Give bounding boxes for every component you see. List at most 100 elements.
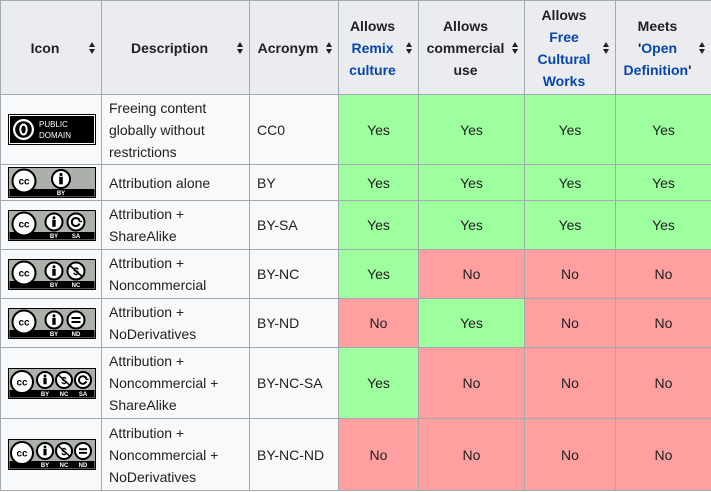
acronym-cell: BY-SA — [249, 200, 339, 250]
acronym-cell: BY — [249, 164, 339, 201]
open-definition-cell: No — [615, 298, 711, 348]
public-domain-icon: PUBLIC DOMAIN — [8, 114, 96, 145]
table-row: cc $ BY NC SA Attribution + Noncommercia… — [0, 347, 711, 419]
column-header-free-cultural[interactable]: Allows Free Cultural Works — [524, 0, 616, 95]
sort-icon[interactable] — [699, 41, 706, 54]
column-header-commercial[interactable]: Allows commercial use — [418, 0, 525, 95]
acronym-cell: BY-NC-SA — [249, 347, 339, 419]
column-header-remix-pre: Allows — [349, 17, 396, 34]
badge-label: SA — [72, 234, 81, 240]
column-header-acronym[interactable]: Acronym — [249, 0, 339, 95]
svg-text:cc: cc — [18, 317, 30, 328]
column-header-description-label: Description — [130, 39, 208, 56]
open-definition-cell: No — [615, 347, 711, 419]
acronym-cell: BY-NC — [249, 249, 339, 299]
quote-open: ' — [637, 39, 642, 56]
svg-text:cc: cc — [18, 268, 30, 279]
badge-label: BY — [57, 191, 65, 197]
open-definition-cell: No — [615, 249, 711, 299]
icon-cell: cc BY — [0, 164, 102, 201]
open-definition-cell: Yes — [615, 164, 711, 201]
commercial-cell: No — [418, 418, 525, 491]
badge-label: BY — [41, 392, 49, 398]
cc-by-nc-icon: cc $ BY NC — [8, 258, 96, 290]
badge-label: NC — [60, 463, 69, 469]
badge-label: NC — [72, 283, 81, 289]
remix-cell: No — [338, 298, 419, 348]
remix-cell: Yes — [338, 347, 419, 419]
description-cell: Attribution + ShareAlike — [101, 200, 250, 250]
column-header-acronym-label: Acronym — [257, 39, 319, 56]
icon-cell: cc $ BY NC — [0, 249, 102, 299]
column-header-remix[interactable]: Allows Remix culture — [338, 0, 419, 95]
cc-by-nc-nd-icon: cc $ BY NC ND — [8, 439, 96, 470]
badge-text-public: PUBLIC — [39, 120, 68, 129]
quote-close: ' — [688, 61, 692, 78]
table-row: cc $ BY NC ND Attribution + Noncommercia… — [0, 418, 711, 491]
free-cultural-cell: No — [524, 418, 616, 491]
table-row: cc BY SA Attribution + ShareAlike BY-SA … — [0, 200, 711, 250]
remix-culture-link[interactable]: Remix culture — [349, 39, 396, 78]
remix-cell: No — [338, 418, 419, 491]
free-cultural-cell: Yes — [524, 164, 616, 201]
svg-text:$: $ — [61, 375, 67, 386]
remix-cell: Yes — [338, 249, 419, 299]
table-row: cc BY ND Attribution + NoDerivatives BY-… — [0, 298, 711, 348]
remix-cell: Yes — [338, 94, 419, 165]
table-row: cc BY Attribution alone BY Yes Yes Yes Y… — [0, 164, 711, 201]
badge-label: BY — [50, 332, 58, 338]
description-cell: Attribution + Noncommercial — [101, 249, 250, 299]
cc-by-nc-sa-icon: cc $ BY NC SA — [8, 367, 96, 399]
open-definition-link[interactable]: Open Definition — [623, 39, 689, 78]
description-cell: Attribution + NoDerivatives — [101, 298, 250, 348]
sort-icon[interactable] — [326, 41, 333, 54]
open-definition-cell: Yes — [615, 94, 711, 165]
free-cultural-cell: No — [524, 298, 616, 348]
badge-label: BY — [50, 234, 58, 240]
commercial-cell: No — [418, 249, 525, 299]
cc-by-icon: cc BY — [8, 167, 96, 198]
acronym-cell: CC0 — [249, 94, 339, 165]
badge-label: ND — [72, 332, 81, 338]
commercial-cell: No — [418, 347, 525, 419]
sort-icon[interactable] — [237, 41, 244, 54]
sort-icon[interactable] — [406, 41, 413, 54]
cc-by-nd-icon: cc BY ND — [8, 307, 96, 339]
column-header-icon-label: Icon — [30, 39, 60, 56]
cc-by-sa-icon: cc BY SA — [8, 209, 96, 241]
commercial-cell: Yes — [418, 164, 525, 201]
sort-icon[interactable] — [89, 41, 96, 54]
commercial-cell: Yes — [418, 94, 525, 165]
column-header-open-pre: Meets — [637, 17, 678, 34]
free-cultural-works-link[interactable]: Free Cultural Works — [537, 28, 591, 89]
icon-cell: PUBLIC DOMAIN — [0, 94, 102, 165]
column-header-open-definition[interactable]: Meets 'Open Definition' — [615, 0, 711, 95]
description-cell: Attribution alone — [101, 164, 250, 201]
commercial-cell: Yes — [418, 200, 525, 250]
svg-text:cc: cc — [16, 377, 28, 388]
sort-icon[interactable] — [512, 41, 519, 54]
commercial-cell: Yes — [418, 298, 525, 348]
column-header-icon[interactable]: Icon — [0, 0, 102, 95]
svg-text:$: $ — [61, 447, 67, 458]
acronym-cell: BY-ND — [249, 298, 339, 348]
column-header-free-pre: Allows — [541, 6, 587, 23]
table-row: cc $ BY NC Attribution + Noncommercial B… — [0, 249, 711, 299]
svg-text:cc: cc — [16, 449, 28, 460]
badge-label: SA — [79, 392, 88, 398]
svg-text:cc: cc — [18, 219, 30, 230]
free-cultural-cell: Yes — [524, 200, 616, 250]
description-cell: Freeing content globally without restric… — [101, 94, 250, 165]
acronym-cell: BY-NC-ND — [249, 418, 339, 491]
free-cultural-cell: Yes — [524, 94, 616, 165]
remix-cell: Yes — [338, 200, 419, 250]
open-definition-cell: No — [615, 418, 711, 491]
description-cell: Attribution + Noncommercial + NoDerivati… — [101, 418, 250, 491]
badge-label: BY — [50, 283, 58, 289]
column-header-description[interactable]: Description — [101, 0, 250, 95]
free-cultural-cell: No — [524, 249, 616, 299]
sort-icon[interactable] — [603, 41, 610, 54]
badge-label: ND — [79, 463, 88, 469]
badge-text-domain: DOMAIN — [39, 131, 71, 140]
